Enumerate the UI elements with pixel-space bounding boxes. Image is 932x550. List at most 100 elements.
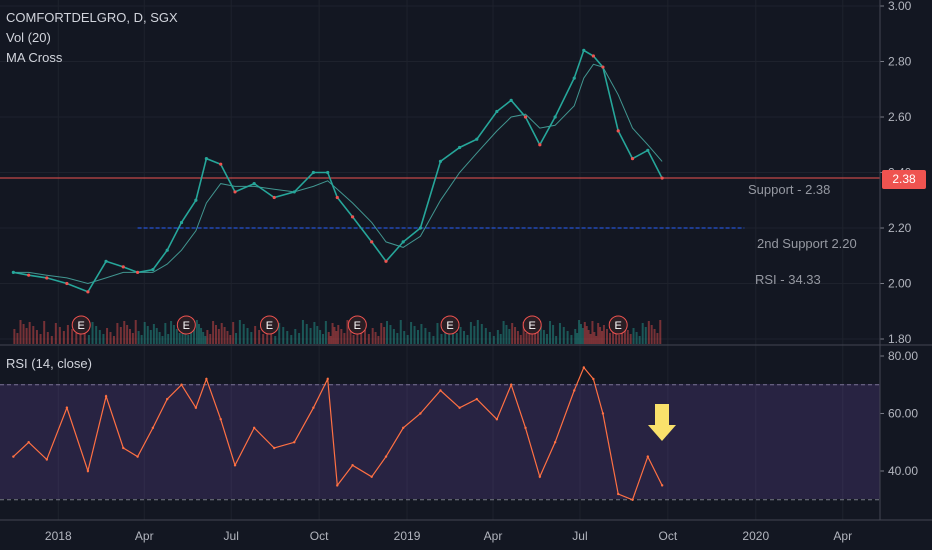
last-price-tag: 2.38 <box>882 170 926 189</box>
volume-bar <box>184 331 187 344</box>
volume-bar <box>123 321 126 344</box>
second-support-annotation: 2nd Support 2.20 <box>757 236 857 251</box>
price-point <box>475 137 479 141</box>
volume-bar <box>519 335 522 344</box>
volume-bar <box>161 336 164 344</box>
volume-bar <box>324 321 327 344</box>
volume-bar <box>539 326 542 344</box>
earnings-marker-label: E <box>529 320 536 332</box>
volume-bar <box>499 334 502 344</box>
volume-bar <box>632 328 635 344</box>
price-point <box>252 182 256 186</box>
volume-bar <box>181 327 184 344</box>
volume-bar <box>432 336 435 344</box>
earnings-marker <box>440 315 460 335</box>
volume-bar <box>484 328 487 344</box>
volume-bar <box>360 326 363 344</box>
volume-bar <box>43 321 46 344</box>
rsi-line <box>12 366 663 501</box>
volume-bar <box>605 329 608 344</box>
volume-bar <box>392 329 395 344</box>
price-point <box>204 157 208 161</box>
volume-bar <box>570 335 573 344</box>
volume-bar <box>164 323 167 344</box>
volume-bar <box>119 327 122 344</box>
earnings-marker <box>259 315 279 335</box>
volume-bar <box>313 322 316 344</box>
volume-bar <box>262 334 265 344</box>
volume-bar <box>217 329 220 344</box>
volume-bar <box>232 322 235 344</box>
volume-bar <box>558 323 561 344</box>
price-point <box>601 65 605 69</box>
volume-bar <box>463 331 466 344</box>
volume-bar <box>146 326 149 344</box>
time-axis-label: Apr <box>135 529 154 543</box>
volume-bar <box>579 324 582 344</box>
volume-bar <box>19 320 22 344</box>
volume-bar <box>329 336 332 344</box>
time-axis-label: Oct <box>659 529 678 543</box>
earnings-marker <box>176 315 196 335</box>
volume-bar <box>413 326 416 344</box>
price-point <box>616 129 620 133</box>
price-point <box>457 145 462 150</box>
volume-bar <box>193 326 196 344</box>
rsi-point <box>65 406 69 409</box>
volume-bar <box>534 328 537 344</box>
volume-bar <box>602 325 605 344</box>
rsi-point <box>104 395 108 398</box>
volume-bar <box>346 320 349 344</box>
volume-bar <box>286 331 289 344</box>
earnings-marker-label: E <box>354 320 361 332</box>
rsi-point <box>419 412 422 415</box>
earnings-marker-label: E <box>615 320 622 332</box>
rsi-point <box>524 426 527 430</box>
price-point <box>572 76 576 80</box>
rsi-point <box>509 383 513 386</box>
time-axis-label: 2019 <box>394 529 421 543</box>
price-point <box>121 265 125 269</box>
price-point <box>591 54 595 58</box>
volume-indicator-label: Vol (20) <box>6 30 51 45</box>
rsi-point <box>12 455 15 458</box>
volume-bar <box>54 323 57 344</box>
rsi-band <box>0 384 880 499</box>
volume-bar <box>62 331 65 344</box>
volume-bar <box>212 321 215 344</box>
volume-bar <box>367 334 370 344</box>
volume-bar <box>635 332 638 344</box>
price-point <box>438 159 443 163</box>
volume-bar <box>58 327 61 344</box>
volume-bar <box>455 333 458 344</box>
rsi-point <box>86 469 90 473</box>
rsi-point <box>122 446 125 450</box>
volume-bar <box>16 333 19 344</box>
price-point <box>401 240 405 244</box>
volume-bar <box>352 335 355 344</box>
volume-bar <box>32 326 35 344</box>
price-axis-label: 3.00 <box>888 0 912 13</box>
rsi-point <box>312 406 315 409</box>
price-point <box>179 220 184 225</box>
volume-bar <box>349 324 352 344</box>
volume-bar <box>167 334 170 344</box>
volume-bar <box>149 330 152 344</box>
support-lines <box>0 177 880 229</box>
down-arrow-icon <box>648 404 676 441</box>
volume-bar <box>178 333 181 344</box>
volume-bar <box>158 332 161 344</box>
rsi-point <box>475 397 478 401</box>
volume-bar <box>659 320 662 344</box>
rsi-point <box>326 377 329 381</box>
price-point <box>27 273 31 277</box>
volume-bar <box>597 323 600 344</box>
price-point <box>86 290 90 294</box>
volume-bar <box>380 323 383 344</box>
volume-bar <box>202 332 205 344</box>
price-point <box>272 195 276 200</box>
volume-bar <box>377 336 380 344</box>
time-axis-label: Jul <box>572 529 587 543</box>
volume-bar <box>386 321 389 344</box>
